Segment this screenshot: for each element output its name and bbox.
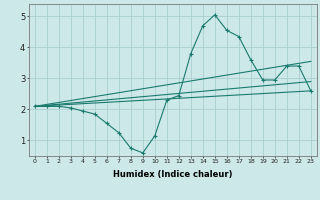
X-axis label: Humidex (Indice chaleur): Humidex (Indice chaleur): [113, 170, 233, 179]
